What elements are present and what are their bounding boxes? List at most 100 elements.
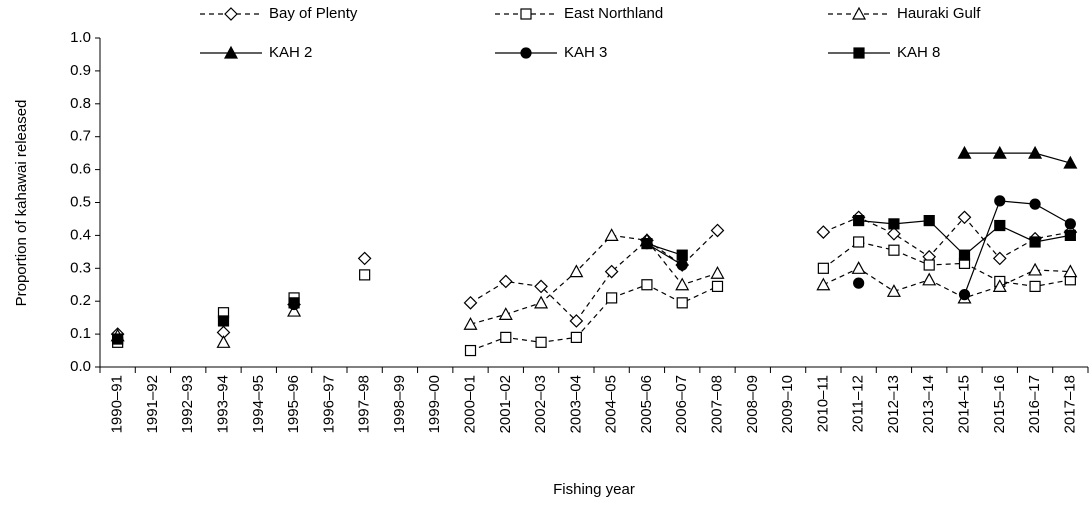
data-point (535, 336, 547, 348)
data-point (676, 249, 688, 261)
legend-label: KAH 3 (564, 44, 607, 61)
data-point (816, 225, 831, 239)
data-point (887, 226, 901, 241)
data-point (1063, 155, 1078, 169)
data-point (992, 279, 1007, 292)
data-point (676, 259, 688, 271)
y-tick-label: 0.4 (70, 226, 91, 243)
x-tick-label: 2002–03 (532, 375, 549, 433)
data-point (851, 261, 866, 274)
x-tick-label: 2013–14 (920, 375, 937, 433)
y-tick-label: 0.8 (70, 95, 91, 112)
series-line (646, 200, 1071, 295)
data-point (1028, 262, 1043, 276)
data-point (112, 333, 124, 345)
y-tick-label: 0.5 (70, 193, 91, 210)
legend-marker (520, 8, 532, 20)
data-point (886, 284, 901, 297)
data-point (570, 331, 582, 343)
data-point (957, 145, 972, 159)
legend-label: East Northland (564, 5, 663, 22)
data-point (675, 277, 690, 291)
legend-marker (223, 45, 239, 59)
series-line (470, 241, 1071, 352)
data-point (1064, 218, 1076, 230)
data-point (500, 331, 512, 343)
data-point (498, 274, 513, 289)
data-point (569, 264, 584, 278)
data-point (357, 251, 372, 266)
x-tick-label: 2010–11 (814, 375, 831, 432)
data-point (711, 280, 724, 292)
data-point (817, 262, 829, 274)
data-point (710, 223, 725, 238)
data-point (1064, 229, 1076, 241)
data-point (534, 295, 549, 309)
x-tick-label: 1993–94 (214, 375, 231, 433)
x-tick-label: 2000–01 (461, 375, 478, 433)
data-point (1028, 145, 1043, 159)
series-line (470, 216, 1071, 322)
x-tick-label: 2008–09 (744, 375, 761, 433)
x-axis-title: Fishing year (553, 481, 635, 498)
data-point (641, 279, 653, 291)
x-tick-label: 2004–05 (603, 375, 620, 433)
data-point (641, 238, 653, 250)
x-tick-label: 2005–06 (638, 375, 655, 433)
data-point (604, 264, 619, 279)
data-point (217, 315, 230, 327)
data-point (464, 344, 477, 357)
data-point (992, 251, 1007, 266)
data-point (676, 297, 688, 309)
legend-marker (853, 47, 865, 59)
data-point (288, 297, 300, 309)
data-point (1029, 280, 1041, 292)
data-point (994, 195, 1006, 207)
data-point (604, 228, 619, 241)
x-tick-label: 1990–91 (109, 375, 126, 433)
data-point (888, 218, 900, 230)
y-tick-label: 1.0 (70, 29, 91, 46)
data-point (1029, 198, 1041, 210)
data-point (606, 292, 618, 304)
data-point (923, 259, 935, 271)
y-tick-label: 0.7 (70, 128, 91, 145)
y-axis-title: Proportion of kahawai released (13, 100, 30, 307)
legend-marker (224, 7, 238, 21)
series-line (964, 152, 1071, 164)
data-point (958, 249, 971, 261)
x-tick-label: 1999–00 (426, 375, 443, 433)
data-point (463, 295, 478, 310)
x-tick-label: 1998–99 (391, 375, 408, 433)
legend-marker (520, 47, 532, 59)
x-tick-label: 2007–08 (708, 375, 725, 433)
x-tick-label: 1996–97 (320, 375, 337, 433)
x-tick-label: 2003–04 (567, 375, 584, 433)
data-point (992, 145, 1007, 159)
data-point (498, 307, 513, 320)
data-point (958, 289, 971, 301)
legend-label: KAH 8 (897, 44, 940, 61)
y-tick-label: 0.9 (70, 62, 91, 79)
data-point (922, 272, 937, 286)
x-tick-label: 2006–07 (673, 375, 690, 433)
data-point (816, 277, 831, 291)
data-point (463, 316, 478, 330)
data-point (853, 214, 865, 227)
data-point (287, 303, 302, 317)
legend-label: Hauraki Gulf (897, 5, 981, 22)
x-tick-label: 2009–10 (779, 375, 796, 433)
series-line (470, 234, 1071, 325)
legend-label: KAH 2 (269, 44, 312, 61)
x-tick-label: 2012–13 (885, 375, 902, 433)
data-point (359, 269, 371, 281)
data-point (710, 265, 725, 279)
y-tick-label: 0.2 (70, 292, 91, 309)
x-tick-label: 2001–02 (497, 375, 514, 433)
y-tick-label: 0.1 (70, 325, 91, 342)
data-point (853, 236, 865, 248)
x-tick-label: 2014–15 (955, 375, 972, 433)
data-point (994, 219, 1006, 232)
x-tick-label: 2011–12 (850, 375, 867, 432)
